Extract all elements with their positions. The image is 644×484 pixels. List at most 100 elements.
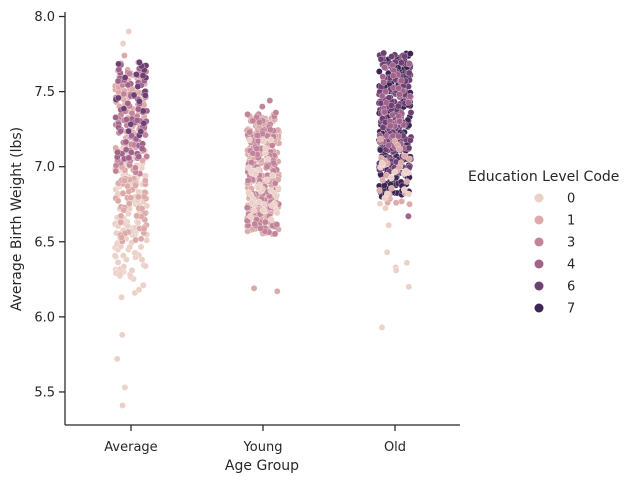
data-point: [125, 188, 133, 195]
data-point: [249, 150, 257, 157]
data-point: [125, 127, 132, 135]
data-point: [396, 117, 403, 125]
data-point: [377, 56, 385, 63]
data-point: [130, 91, 138, 99]
data-point: [245, 164, 252, 171]
data-point: [254, 132, 261, 139]
data-point: [385, 142, 392, 149]
data-point: [377, 146, 384, 154]
data-point: [407, 137, 414, 144]
y-tick-label: 5.5: [34, 385, 55, 400]
data-point: [112, 162, 120, 169]
legend-label: 3: [567, 236, 575, 251]
data-point: [392, 199, 400, 206]
data-point: [142, 262, 149, 270]
data-point: [114, 149, 121, 156]
data-point: [401, 152, 408, 160]
legend-label: 6: [567, 280, 575, 295]
data-point: [126, 200, 133, 208]
data-point: [406, 93, 414, 100]
data-point: [252, 170, 259, 178]
data-point: [271, 230, 279, 238]
data-point: [128, 267, 136, 274]
data-point: [124, 222, 132, 230]
data-point-outlier: [121, 384, 129, 391]
data-point-outlier: [118, 331, 126, 339]
data-point: [247, 213, 254, 220]
legend-label: 1: [567, 214, 575, 229]
data-point: [243, 204, 251, 211]
data-point: [140, 119, 148, 127]
data-point: [407, 50, 414, 57]
data-point: [275, 185, 282, 192]
data-point: [118, 234, 125, 241]
legend-marker: [534, 215, 544, 225]
data-point: [117, 127, 124, 135]
data-point: [122, 138, 130, 146]
data-point-outlier: [405, 212, 412, 220]
x-tick-label: Old: [384, 440, 406, 455]
data-point: [382, 99, 390, 106]
x-tick-label: Average: [104, 440, 157, 455]
data-point: [124, 81, 132, 89]
data-point: [389, 111, 396, 119]
data-point-outlier: [274, 288, 281, 295]
data-point: [398, 77, 405, 84]
data-point: [132, 164, 139, 172]
data-point: [264, 176, 271, 184]
x-tick-label: Young: [243, 440, 283, 455]
data-point-outlier: [385, 222, 392, 229]
data-point: [397, 159, 405, 167]
data-point: [273, 221, 281, 228]
data-point: [244, 111, 251, 118]
data-point: [395, 102, 402, 110]
y-tick-label: 7.0: [34, 160, 55, 175]
data-point: [134, 83, 142, 90]
data-point-outlier: [383, 249, 391, 256]
data-point: [115, 94, 122, 102]
data-point: [253, 145, 261, 152]
data-point: [120, 105, 128, 112]
data-point: [140, 225, 148, 232]
data-point: [143, 236, 150, 244]
data-point: [406, 69, 413, 77]
data-point: [378, 160, 386, 167]
data-point: [376, 68, 383, 75]
data-point: [127, 194, 135, 201]
data-point: [137, 243, 145, 251]
data-point: [142, 177, 149, 184]
data-point: [244, 177, 252, 184]
data-point: [405, 190, 412, 198]
data-point: [251, 220, 258, 228]
data-point: [378, 92, 386, 100]
data-point: [382, 204, 389, 212]
data-point: [143, 153, 150, 160]
y-tick-label: 7.5: [34, 85, 55, 100]
data-point: [122, 146, 130, 154]
data-point: [137, 235, 145, 243]
y-tick-label: 6.5: [34, 235, 55, 250]
data-point: [124, 100, 132, 107]
data-point: [135, 153, 142, 160]
data-point: [120, 263, 128, 270]
data-point: [260, 137, 268, 144]
data-point: [114, 197, 122, 205]
data-point: [269, 172, 276, 179]
data-point: [120, 90, 128, 98]
data-point: [134, 219, 142, 226]
data-point: [406, 60, 413, 67]
data-point-outlier: [266, 97, 274, 104]
legend-marker: [534, 303, 544, 313]
data-point: [273, 209, 281, 217]
data-point: [382, 88, 389, 95]
data-point-outlier: [405, 283, 413, 291]
data-point-outlier: [118, 294, 125, 301]
data-point: [376, 187, 383, 194]
data-point: [121, 74, 129, 81]
data-point-outlier: [272, 109, 280, 116]
data-point: [379, 73, 387, 80]
data-point: [387, 122, 394, 130]
legend-entries: 0 1 3 4 6 7: [534, 192, 575, 317]
data-point-outlier: [125, 28, 133, 35]
